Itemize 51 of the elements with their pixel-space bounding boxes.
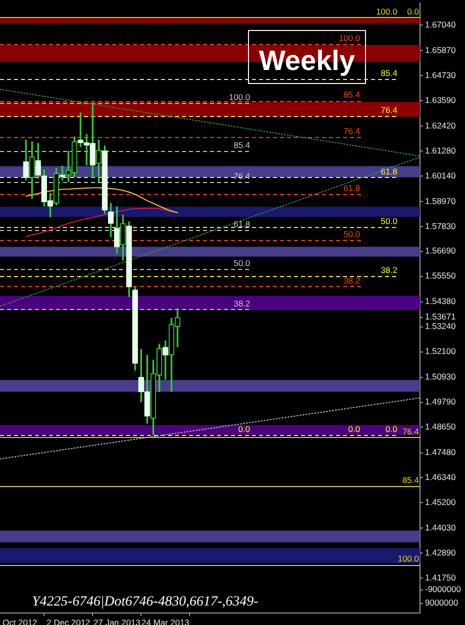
y-tick-label: 1.62420 xyxy=(425,120,456,130)
y-tick-label: 1.54380 xyxy=(425,296,456,306)
y-tick-label: 1.56690 xyxy=(425,246,456,256)
y-tick-label: -9000000 xyxy=(425,584,462,594)
annotation: 50.0 xyxy=(234,258,250,268)
y-tick-label: 1.53240 xyxy=(425,321,456,332)
annotation: 76.4 xyxy=(344,126,360,136)
annotation: 38.2 xyxy=(234,298,250,308)
annotation: 85.4 xyxy=(402,475,420,486)
annotation: 100.0 xyxy=(376,6,398,16)
annotation: 85.4 xyxy=(234,140,250,150)
annotation: 0.0 xyxy=(238,424,250,434)
y-tick-label: 1.61280 xyxy=(425,145,456,156)
y-tick-label: 1.41750 xyxy=(425,572,456,582)
annotation: 76.4 xyxy=(380,105,398,116)
annotation: 85.4 xyxy=(344,90,360,100)
y-tick-label: 1.57830 xyxy=(425,220,456,231)
y-tick-label: 1.49790 xyxy=(425,396,456,407)
y-tick-label: 1.63590 xyxy=(425,94,456,105)
y-tick-label: 1.48650 xyxy=(425,422,456,432)
annotation: 50.0 xyxy=(344,229,360,240)
annotation: 100.0 xyxy=(228,92,250,102)
annotation: 61.8 xyxy=(344,183,360,194)
y-tick-label: 1.67040 xyxy=(425,19,456,30)
annotation: 76.4 xyxy=(402,426,420,437)
annotation: 0.0 xyxy=(386,424,398,434)
y-tick-label: 1.50930 xyxy=(425,372,456,382)
annotation: 100.0 xyxy=(338,33,360,44)
y-tick-label: 1.45200 xyxy=(425,496,456,507)
annotation: 61.8 xyxy=(234,219,250,230)
annotation: 38.2 xyxy=(380,264,398,275)
annotation: 61.8 xyxy=(380,166,398,176)
y-tick-label: 1.65870 xyxy=(425,45,456,56)
annotation: 38.2 xyxy=(344,275,360,286)
y-tick-label: 1.60140 xyxy=(425,170,456,180)
y-tick-label: 1.53671 xyxy=(425,312,456,322)
y-tick-label: 1.58970 xyxy=(425,196,456,206)
y-tick-label: 1.42890 xyxy=(425,547,456,558)
annotation: 0.0 xyxy=(348,424,360,434)
annotation: 85.4 xyxy=(380,68,398,78)
annotation: 50.0 xyxy=(380,216,398,226)
annotation: Y4225-6746|Dot6746-4830,6617-,6349- xyxy=(32,594,259,610)
annotation: 0.0 xyxy=(407,6,420,16)
y-tick-label: 1.55550 xyxy=(425,270,456,281)
annotation: 100.0 xyxy=(398,554,420,564)
y-tick-label: 1.46340 xyxy=(425,472,456,482)
y-tick-label: 1.64730 xyxy=(425,70,456,80)
y-tick-label: 1.52100 xyxy=(425,346,456,356)
y-tick-label: 9000000 xyxy=(425,598,458,608)
y-tick-label: 1.47480 xyxy=(425,447,456,458)
y-tick-label: 1.44030 xyxy=(425,522,456,533)
